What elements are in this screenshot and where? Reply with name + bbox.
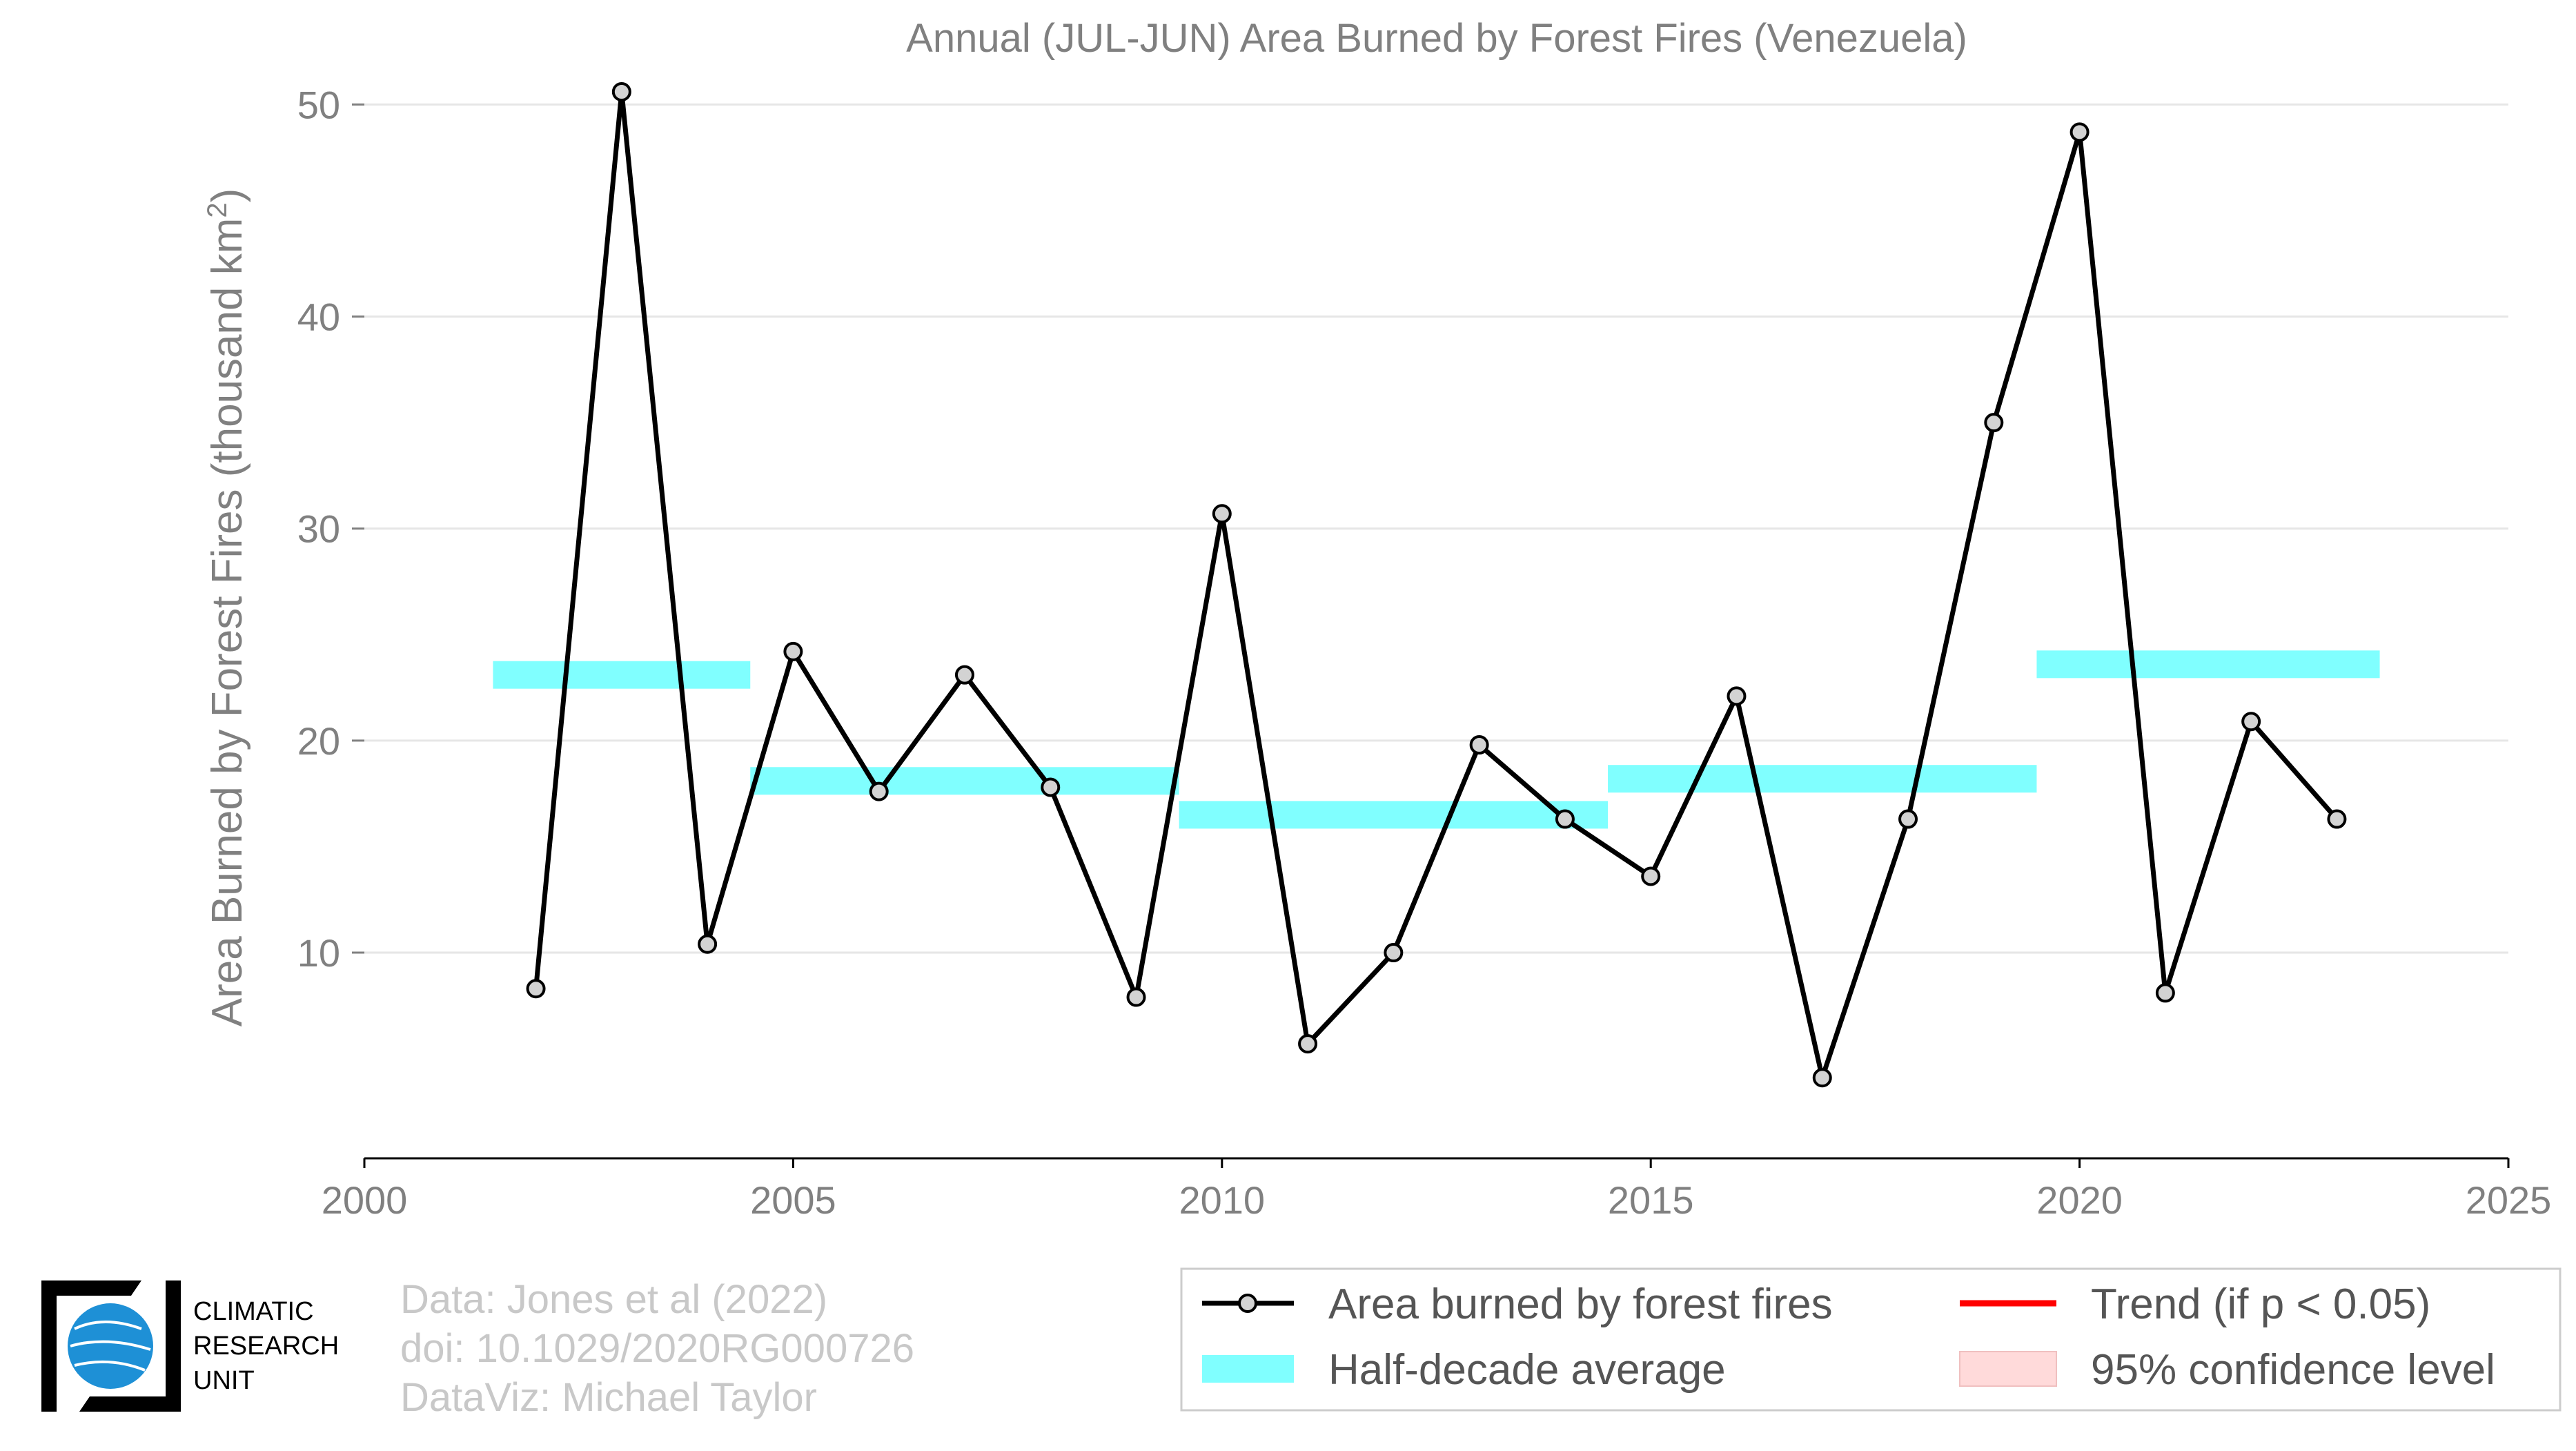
x-tick-label: 2025 [2466, 1178, 2552, 1222]
data-point [2327, 809, 2347, 829]
data-point [1126, 987, 1146, 1007]
y-axis-label: Area Burned by Forest Fires (thousand km… [202, 188, 251, 1027]
legend-average-swatch [1202, 1355, 1294, 1383]
data-point [1384, 943, 1404, 963]
legend-confidence-swatch [1959, 1351, 2057, 1387]
legend-series-label: Area burned by forest fires [1328, 1280, 1833, 1328]
credit-data: Data: Jones et al (2022) [400, 1277, 827, 1322]
area-burned-points [526, 82, 2347, 1088]
y-tick-label: 30 [297, 507, 340, 551]
data-point [611, 82, 631, 102]
legend-average-label: Half-decade average [1328, 1346, 1726, 1394]
data-point [2155, 983, 2175, 1003]
y-tick-labels: 10 20 30 40 50 [297, 83, 340, 975]
data-point [1212, 504, 1232, 524]
x-tick-labels: 2000 2005 2010 2015 2020 2025 [322, 1158, 2552, 1222]
data-point [1727, 686, 1747, 706]
data-point [954, 665, 974, 685]
logo-line-2: RESEARCH [193, 1332, 339, 1361]
data-point [1812, 1068, 1832, 1088]
logo-line-1: CLIMATIC [193, 1297, 314, 1326]
half-decade-average-bar [1608, 765, 2037, 793]
data-point [1298, 1034, 1318, 1054]
x-tick-label: 2005 [750, 1178, 836, 1222]
x-tick-label: 2010 [1179, 1178, 1266, 1222]
x-tick-label: 2000 [322, 1178, 408, 1222]
data-point [869, 781, 889, 801]
x-tick-label: 2020 [2036, 1178, 2123, 1222]
data-point [1041, 777, 1061, 797]
half-decade-average-bars [493, 650, 2380, 829]
y-tick-label: 40 [297, 295, 340, 339]
gridlines [352, 103, 2508, 954]
globe-swirl-icon [70, 1321, 151, 1372]
data-point [1898, 809, 1918, 829]
data-point [2069, 122, 2090, 142]
half-decade-average-bar [1179, 801, 1609, 829]
data-point [1984, 413, 2004, 433]
data-point [1641, 866, 1661, 886]
half-decade-average-bar [493, 661, 751, 689]
y-tick-label: 20 [297, 719, 340, 763]
legend-series-marker [1238, 1294, 1257, 1313]
y-tick-label: 50 [297, 83, 340, 126]
data-point [2241, 712, 2261, 732]
credit-dataviz: DataViz: Michael Taylor [400, 1375, 817, 1420]
data-point [526, 979, 546, 999]
chart-title: Annual (JUL-JUN) Area Burned by Forest F… [906, 16, 1967, 61]
logo-bracket-icon [41, 1280, 141, 1412]
data-point [783, 641, 803, 661]
legend-trend-label: Trend (if p < 0.05) [2091, 1280, 2430, 1328]
logo-line-3: UNIT [193, 1366, 255, 1395]
series-line [533, 89, 2339, 1080]
y-tick-label: 10 [297, 931, 340, 975]
credit-doi: doi: 10.1029/2020RG000726 [400, 1326, 914, 1371]
half-decade-average-bar [750, 767, 1179, 795]
half-decade-average-bar [2036, 650, 2380, 679]
x-tick-label: 2015 [1608, 1178, 1694, 1222]
cru-logo: CLIMATIC RESEARCH UNIT [41, 1280, 339, 1412]
data-point [1469, 735, 1489, 755]
area-burned-series [533, 89, 2339, 1080]
legend-box [1180, 1267, 2562, 1412]
legend: Area burned by forest fires Half-decade … [1180, 1267, 2562, 1412]
data-point [1555, 809, 1575, 829]
legend-confidence-label: 95% confidence level [2091, 1346, 2495, 1394]
logo-bracket-icon [79, 1280, 181, 1412]
data-point [698, 934, 718, 954]
